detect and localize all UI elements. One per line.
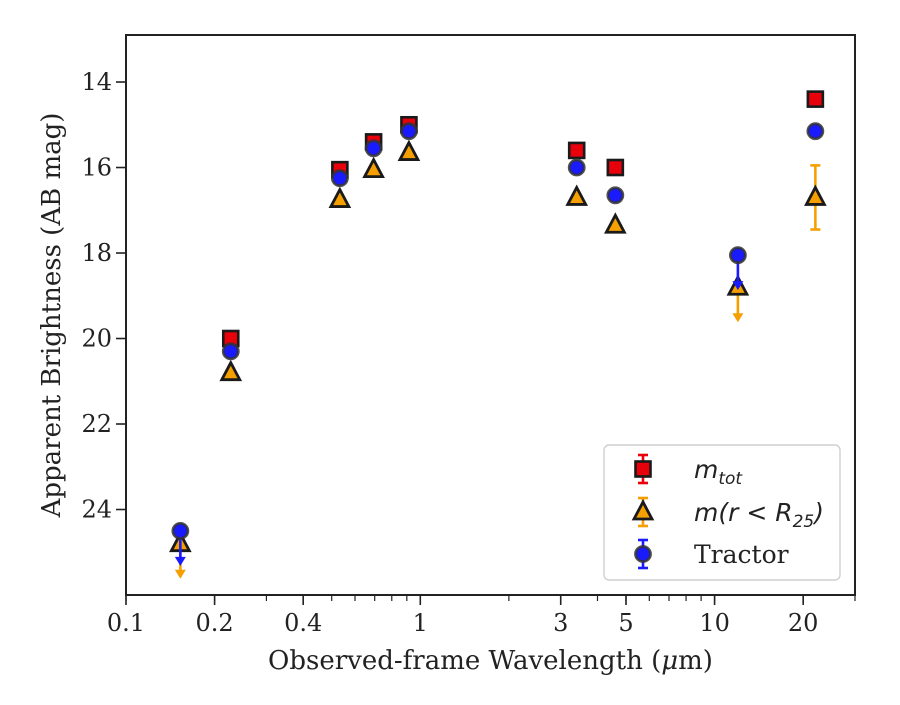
square-point — [567, 141, 586, 160]
circle-point — [806, 122, 825, 141]
square-point — [806, 90, 825, 108]
series-square — [221, 90, 825, 348]
circle-point — [400, 122, 418, 141]
y-tick-label: 20 — [81, 325, 112, 353]
x-tick-label: 0.2 — [196, 609, 234, 637]
triangle-point — [362, 156, 385, 179]
upper-limit-arrow-head — [174, 569, 186, 579]
triangle-point — [219, 359, 243, 382]
legend-label: mtot — [694, 455, 743, 489]
legend-marker-square — [634, 460, 652, 478]
circle-point — [221, 342, 240, 361]
triangle-point — [604, 212, 627, 234]
y-tick-label: 18 — [81, 239, 112, 267]
triangle-point — [565, 184, 589, 206]
circle-point — [330, 169, 349, 188]
circle-point — [728, 246, 747, 265]
x-axis-title: Observed-frame Wavelength (μm) — [268, 646, 713, 676]
y-tick-label: 14 — [81, 68, 112, 96]
x-tick-label: 3 — [553, 609, 568, 637]
y-tick-label: 22 — [81, 410, 112, 438]
y-axis-title: Apparent Brightness (AB mag) — [37, 113, 67, 519]
legend: mtot m(r < R25) Tractor — [603, 444, 841, 581]
upper-limit-arrow-head — [174, 556, 186, 566]
legend-marker-triangle — [631, 499, 655, 521]
x-tick-label: 0.1 — [107, 609, 145, 637]
triangle-point — [804, 184, 827, 206]
x-tick-label: 10 — [699, 609, 730, 637]
triangle-point — [328, 186, 352, 208]
x-tick-label: 1 — [413, 609, 428, 637]
square-point — [606, 158, 625, 177]
triangle-point — [397, 139, 421, 161]
plot-frame — [125, 34, 856, 596]
legend-label: Tractor — [694, 540, 789, 569]
y-tick-label: 16 — [81, 154, 112, 182]
y-tick-label: 24 — [81, 496, 112, 524]
circle-point — [171, 521, 190, 540]
x-tick-label: 20 — [788, 609, 819, 637]
x-tick-label: 0.4 — [284, 609, 322, 637]
legend-box — [603, 444, 841, 581]
legend-label: m(r < R25) — [694, 498, 824, 532]
series-circle — [171, 122, 825, 566]
x-tick-label: 5 — [618, 609, 633, 637]
circle-point — [606, 186, 625, 205]
circle-point — [364, 139, 383, 158]
upper-limit-arrow-head — [732, 313, 744, 323]
series-triangle — [169, 139, 827, 579]
circle-point — [567, 158, 586, 177]
legend-marker-circle — [634, 545, 652, 563]
upper-limit-arrow-head — [732, 281, 744, 291]
